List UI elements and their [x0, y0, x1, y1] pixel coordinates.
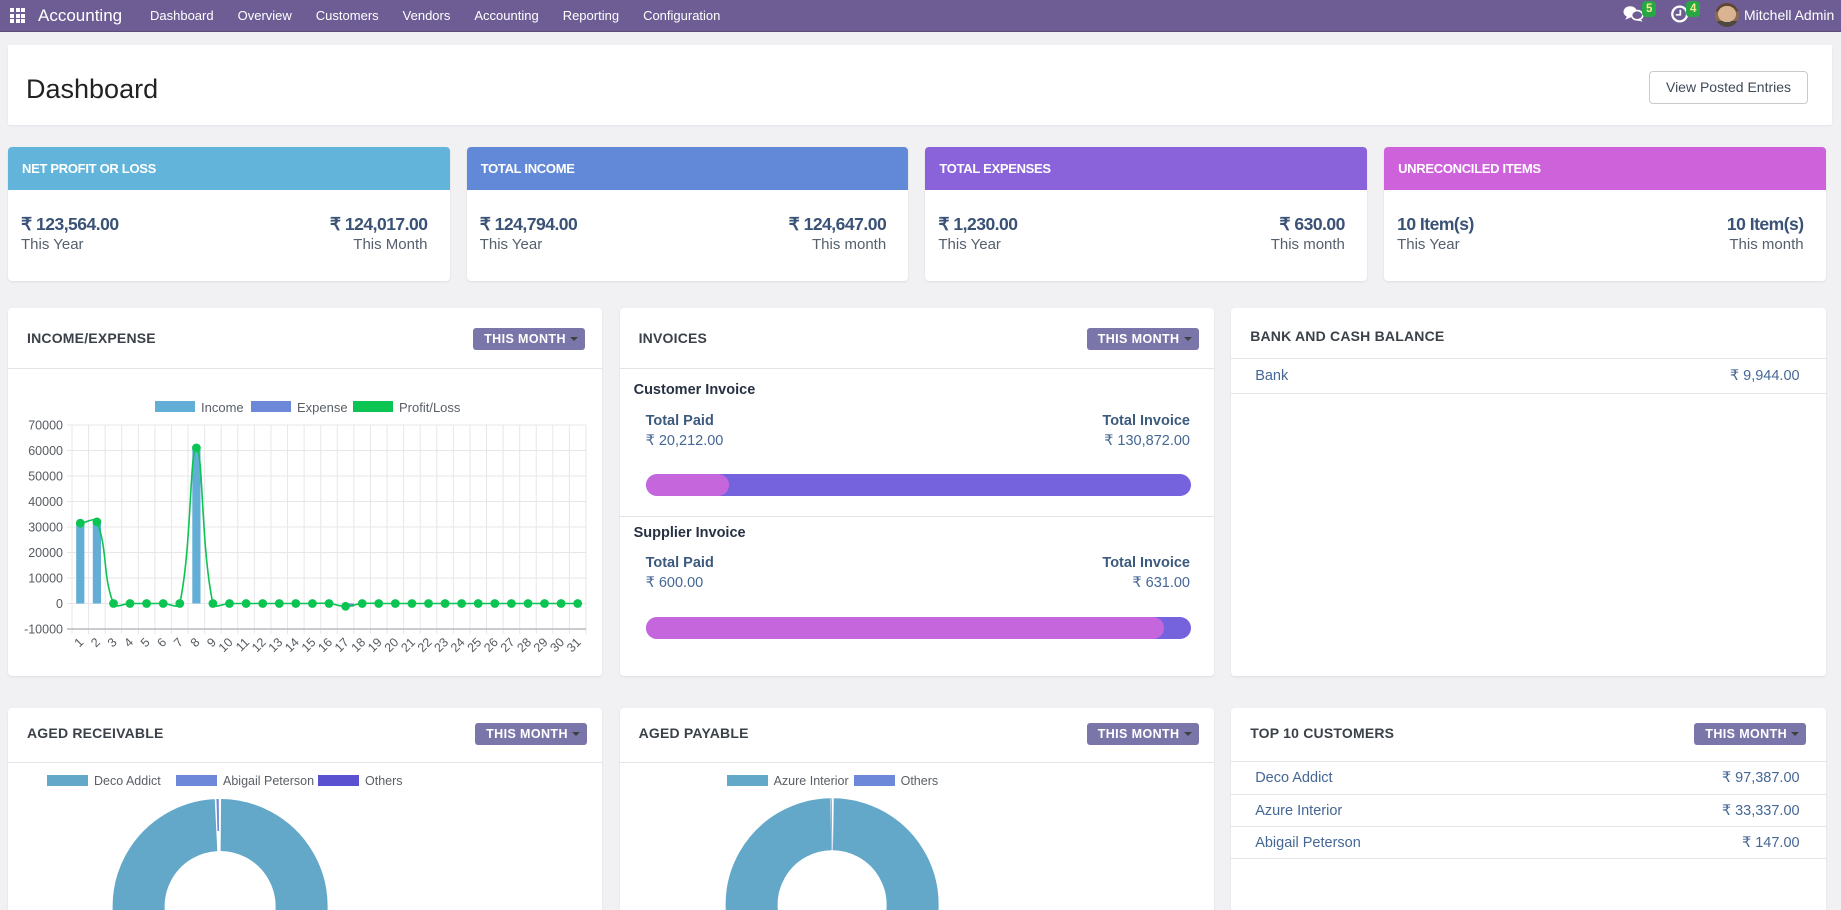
svg-text:7: 7 [171, 635, 186, 650]
svg-text:31: 31 [564, 635, 584, 655]
svg-text:70000: 70000 [28, 419, 63, 433]
svg-text:5: 5 [138, 635, 153, 650]
svg-text:40000: 40000 [28, 495, 63, 509]
svg-text:8: 8 [188, 635, 203, 650]
svg-text:20000: 20000 [28, 546, 63, 560]
svg-text:9: 9 [204, 635, 219, 650]
svg-text:0: 0 [56, 597, 63, 611]
svg-text:Income: Income [201, 400, 244, 415]
svg-text:1: 1 [72, 635, 87, 650]
svg-text:3: 3 [105, 635, 120, 650]
svg-text:2: 2 [88, 635, 103, 650]
svg-text:Profit/Loss: Profit/Loss [399, 400, 461, 415]
svg-text:-10000: -10000 [24, 623, 63, 637]
svg-text:50000: 50000 [28, 470, 63, 484]
svg-text:6: 6 [155, 635, 170, 650]
svg-text:60000: 60000 [28, 444, 63, 458]
svg-text:Expense: Expense [297, 400, 348, 415]
svg-text:30000: 30000 [28, 521, 63, 535]
svg-text:4: 4 [121, 635, 136, 650]
svg-text:10000: 10000 [28, 572, 63, 586]
